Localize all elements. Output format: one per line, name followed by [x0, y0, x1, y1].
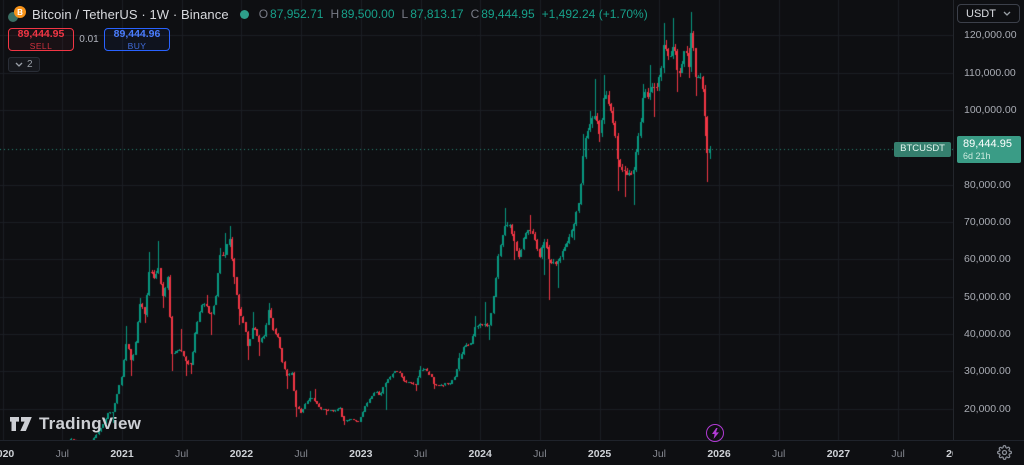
open-value: 87,952.71 [270, 7, 324, 21]
time-axis[interactable]: 2020 Jul 2021 Jul 2022 Jul 2023 Jul 2024 Jul 2025 J… [0, 440, 1024, 465]
buy-button[interactable]: 89,444.96 BUY [104, 28, 170, 51]
price-axis-label: 50,000.00 [964, 290, 1011, 303]
symbol-title[interactable]: Bitcoin / TetherUS · 1W · Binance [32, 6, 229, 22]
gear-icon[interactable] [997, 445, 1013, 461]
time-axis-label: 2021 [110, 448, 134, 460]
time-axis-label: Jul [652, 448, 667, 460]
time-axis-label: Jul [55, 448, 70, 460]
buy-price: 89,444.96 [113, 28, 161, 40]
buy-label: BUY [127, 40, 147, 51]
price-axis-label: 20,000.00 [964, 402, 1011, 415]
trade-buttons: 89,444.95 SELL 0.01 89,444.96 BUY [8, 28, 170, 51]
collapse-count: 2 [27, 59, 33, 70]
time-axis-labels: 2020 Jul 2021 Jul 2022 Jul 2023 Jul 2024 Jul 2025 J… [0, 441, 953, 465]
price-axis-label: 60,000.00 [964, 253, 1011, 266]
market-status-dot-icon[interactable] [239, 9, 249, 19]
currency-dropdown-button[interactable]: USDT [957, 4, 1020, 23]
price-axis-label: 30,000.00 [964, 365, 1011, 378]
tradingview-logo-text: TradingView [39, 414, 142, 433]
time-axis-label: 2023 [349, 448, 373, 460]
tether-logo-icon [8, 12, 18, 22]
tradingview-mark-icon [10, 416, 32, 431]
time-axis-label: Jul [533, 448, 547, 460]
time-axis-label: Jul [294, 448, 308, 460]
open-label: O [258, 7, 269, 21]
time-axis-label: 2020 [0, 448, 15, 460]
time-axis-label: 2028 [946, 448, 953, 460]
low-value: 87,813.17 [410, 7, 464, 21]
price-axis-label: 70,000.00 [964, 215, 1011, 228]
bar-countdown: 6d 21h [963, 150, 991, 161]
price-axis-label: 120,000.00 [964, 29, 1017, 42]
tradingview-logo[interactable]: TradingView [10, 414, 141, 434]
time-axis-label: 2026 [707, 448, 731, 460]
symbol-price-label: BTCUSDT [894, 141, 951, 157]
sell-price: 89,444.95 [17, 28, 65, 40]
time-axis-label: 2022 [229, 448, 254, 460]
event-marker-button[interactable] [706, 424, 724, 442]
price-axis[interactable]: USDT 120,000.00 110,000.00 100,000.00 80,00… [953, 0, 1024, 440]
high-label: H [330, 7, 340, 21]
time-axis-label: Jul [174, 448, 189, 460]
time-axis-label: 2024 [468, 448, 492, 460]
time-axis-label: Jul [771, 448, 786, 460]
sell-label: SELL [29, 40, 53, 51]
lightning-bolt-icon [711, 427, 719, 439]
bitcoin-tether-pair-icon: B [8, 6, 26, 22]
currency-label: USDT [966, 7, 996, 20]
last-price-badge: 89,444.95 6d 21h [957, 136, 1021, 164]
last-price-value: 89,444.95 [963, 138, 1012, 151]
close-label: C [470, 7, 480, 21]
time-axis-label: 2025 [587, 448, 612, 460]
price-axis-label: 110,000.00 [964, 66, 1016, 79]
chevron-down-icon [15, 62, 23, 67]
close-value: 89,444.95 [481, 7, 535, 21]
legend-collapse-button[interactable]: 2 [8, 57, 40, 72]
ohlc-values: O 87,952.71 H 89,500.00 L 87,813.17 C 89,444… [259, 7, 648, 21]
chevron-down-icon [1003, 11, 1011, 16]
high-value: 89,500.00 [341, 7, 395, 21]
spread-value: 0.01 [79, 34, 99, 45]
price-axis-label: 80,000.00 [964, 178, 1011, 191]
bitcoin-logo-icon: B [14, 6, 26, 18]
price-axis-label: 100,000.00 [964, 103, 1017, 116]
chart-legend: B Bitcoin / TetherUS · 1W · Binance O 87,… [8, 5, 648, 23]
time-axis-label: 2027 [826, 448, 851, 460]
change-value: +1,492.24 (+1.70%) [541, 7, 648, 21]
time-axis-label: Jul [413, 448, 428, 460]
time-axis-label: Jul [891, 448, 905, 460]
low-label: L [401, 7, 409, 21]
price-axis-label: 40,000.00 [964, 327, 1011, 340]
price-chart-canvas[interactable] [0, 0, 953, 441]
sell-button[interactable]: 89,444.95 SELL [8, 28, 74, 51]
